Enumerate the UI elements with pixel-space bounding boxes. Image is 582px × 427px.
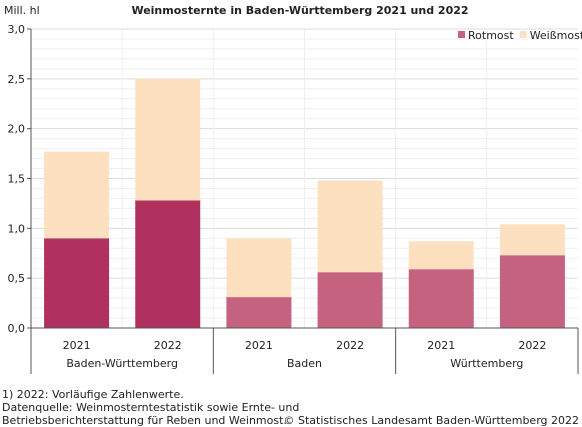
axes: 2021 2022 2021 2022 2021 2022 0,0 0,5 1,0 1,5 2,0 2… xyxy=(8,23,579,374)
bar-weißmost-6 xyxy=(499,224,565,256)
footnote-2: Datenquelle: Weinmosterntestatistik sowi… xyxy=(2,401,300,414)
legend-swatch-weißmost xyxy=(519,31,527,38)
x-tick-label: 2022 xyxy=(154,339,182,352)
bars xyxy=(44,78,565,328)
group-label: Baden-Württemberg xyxy=(66,357,178,370)
bar-rotmost-1 xyxy=(44,238,110,328)
bar-rotmost-4 xyxy=(317,272,383,328)
y-axis-label: Mill. hl xyxy=(4,4,40,17)
x-tick-label: 2021 xyxy=(427,339,455,352)
bar-weißmost-3 xyxy=(226,238,292,298)
y-tick-label: 1,5 xyxy=(8,173,26,186)
x-tick-label: 2021 xyxy=(63,339,91,352)
bar-weißmost-1 xyxy=(44,151,110,239)
legend-label: Rotmost xyxy=(468,29,514,42)
bar-rotmost-3 xyxy=(226,297,292,328)
bar-rotmost-2 xyxy=(135,200,201,328)
legend-label: Weißmost xyxy=(530,29,582,42)
footnote-3: Betriebsberichterstattung für Reben und … xyxy=(2,414,287,427)
y-tick-label: 2,0 xyxy=(8,123,26,136)
x-tick-label: 2022 xyxy=(336,339,364,352)
y-tick-label: 2,5 xyxy=(8,73,26,86)
y-tick-label: 0,5 xyxy=(8,272,26,285)
chart-title: Weinmosternte in Baden-Württemberg 2021 … xyxy=(131,4,468,17)
legend: Rotmost Weißmost xyxy=(458,29,582,42)
x-tick-label: 2022 xyxy=(518,339,546,352)
bar-weißmost-5 xyxy=(408,241,474,270)
bar-weißmost-4 xyxy=(317,180,383,273)
x-tick-label: 2021 xyxy=(245,339,273,352)
legend-swatch-rotmost xyxy=(458,31,465,38)
bar-rotmost-6 xyxy=(499,255,565,328)
group-label: Baden xyxy=(287,357,322,370)
copyright: © Statistisches Landesamt Baden-Württemb… xyxy=(283,414,579,427)
bar-rotmost-5 xyxy=(408,269,474,328)
group-label: Württemberg xyxy=(450,357,523,370)
bar-weißmost-2 xyxy=(135,78,201,201)
grid-lines xyxy=(31,28,578,329)
footnote-1: 1) 2022: Vorläufige Zahlenwerte. xyxy=(2,388,184,401)
y-tick-label: 0,0 xyxy=(8,322,26,335)
y-tick-label: 1,0 xyxy=(8,222,26,235)
y-tick-label: 3,0 xyxy=(8,23,26,36)
